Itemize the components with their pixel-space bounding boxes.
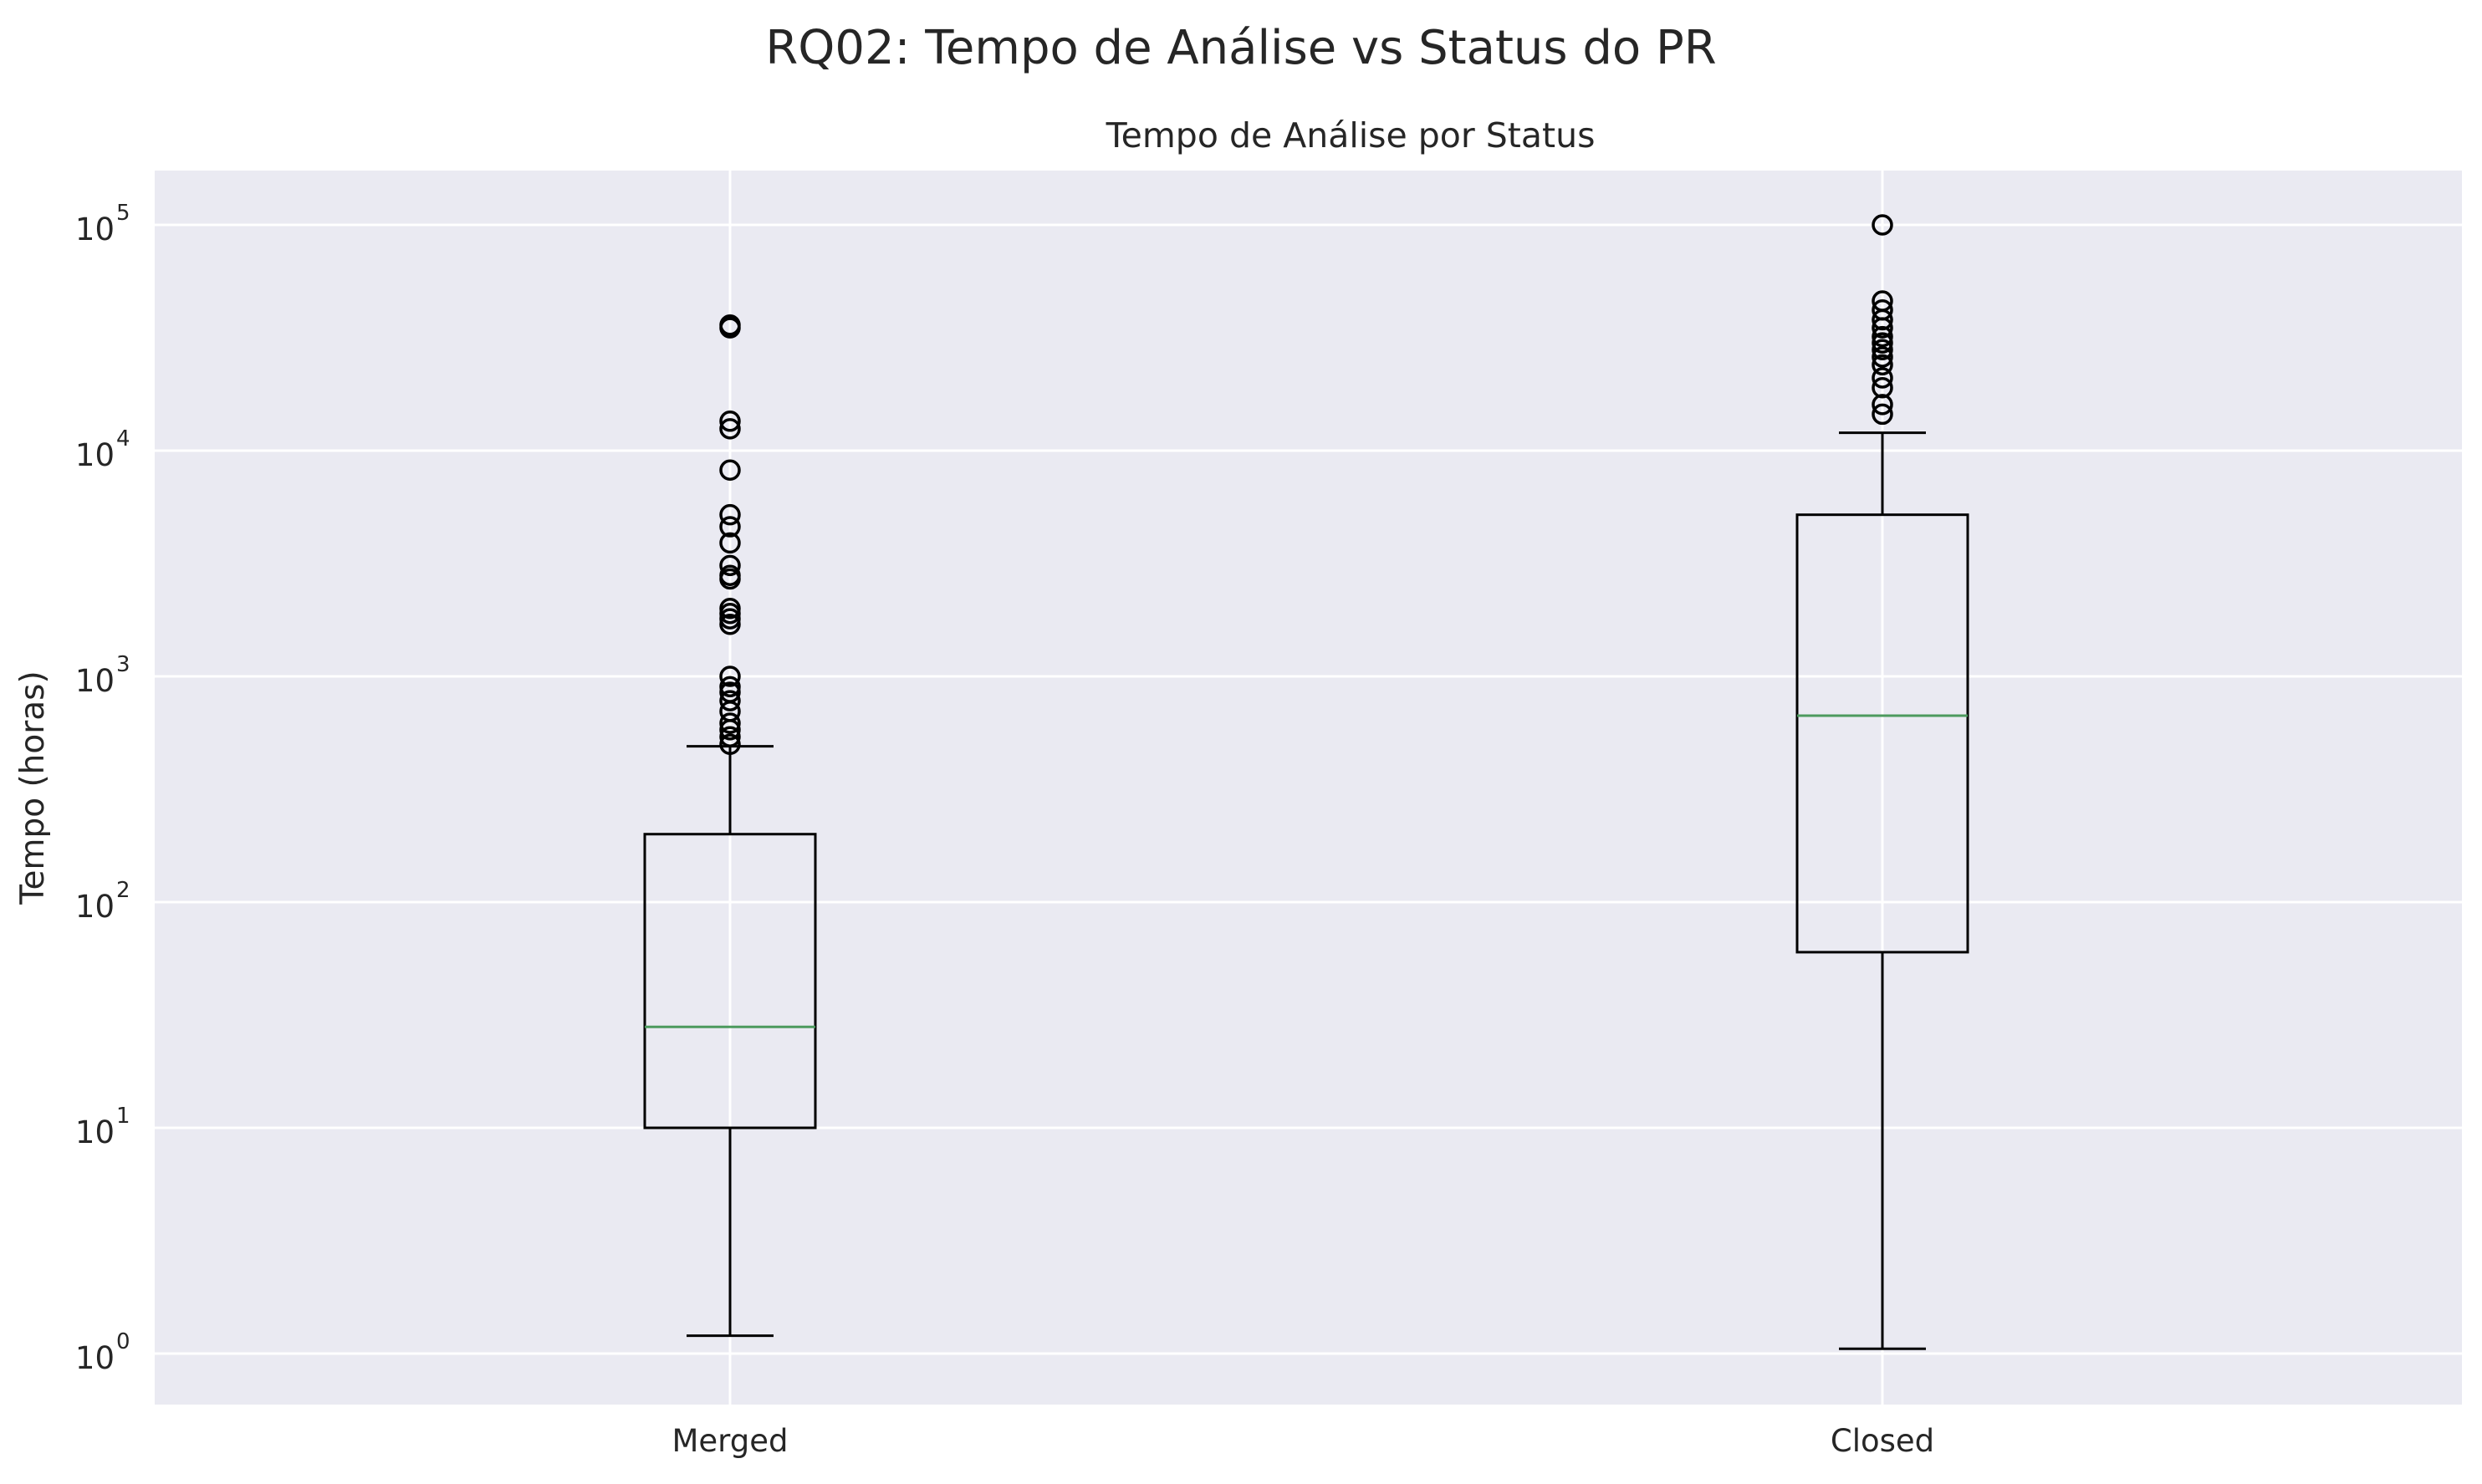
y-tick-exponent: 2 — [116, 878, 130, 903]
y-tick-label: 10 — [75, 212, 115, 247]
outlier-point — [719, 733, 741, 756]
y-tick-label: 10 — [75, 889, 115, 925]
outlier-point — [719, 532, 741, 554]
outlier-point — [719, 516, 741, 538]
y-tick-exponent: 5 — [116, 201, 130, 226]
outlier-point — [1872, 354, 1893, 376]
outlier-point — [1872, 346, 1893, 368]
box-group-closed — [1795, 214, 1969, 1350]
outlier-point — [1872, 317, 1893, 339]
outlier-point — [1872, 214, 1893, 236]
iqr-box — [643, 833, 817, 1130]
chart-title: Tempo de Análise por Status — [1106, 115, 1596, 156]
outlier-point — [719, 608, 741, 630]
y-tick-exponent: 1 — [116, 1104, 130, 1129]
x-axis: Merged Closed — [672, 1423, 1935, 1459]
x-tick-label: Closed — [1831, 1423, 1934, 1459]
outlier-point — [719, 614, 741, 635]
box-plots — [643, 214, 1969, 1350]
y-tick-label: 10 — [75, 1340, 115, 1376]
outlier-point — [719, 411, 741, 432]
y-tick-label: 10 — [75, 663, 115, 699]
outlier-point — [719, 554, 741, 577]
outlier-point — [719, 719, 741, 741]
figure-suptitle: RQ02: Tempo de Análise vs Status do PR — [765, 21, 1716, 75]
outlier-point — [1872, 309, 1893, 331]
y-tick-exponent: 4 — [116, 426, 130, 451]
iqr-box — [1795, 513, 1969, 954]
y-axis-label: Tempo (horas) — [14, 671, 52, 905]
box-group-merged — [643, 314, 817, 1338]
y-tick-exponent: 0 — [116, 1329, 130, 1354]
outlier-point — [1872, 376, 1893, 399]
y-tick-label: 10 — [75, 437, 115, 473]
outlier-point — [719, 666, 741, 687]
outlier-point — [1872, 403, 1893, 426]
outlier-point — [719, 459, 741, 482]
outlier-point — [719, 568, 741, 590]
outlier-point — [719, 317, 741, 339]
outlier-point — [719, 418, 741, 440]
plot-area — [155, 171, 2462, 1405]
outlier-point — [719, 690, 741, 711]
outlier-point — [719, 503, 741, 526]
y-tick-exponent: 3 — [116, 652, 130, 677]
outlier-point — [719, 726, 741, 748]
outlier-point — [719, 676, 741, 698]
outlier-point — [1872, 367, 1893, 389]
x-tick-label: Merged — [672, 1423, 789, 1459]
y-tick-label: 10 — [75, 1114, 115, 1150]
outlier-point — [1872, 339, 1893, 361]
grid-lines — [155, 171, 2462, 1405]
outlier-point — [1872, 332, 1893, 354]
outlier-point — [1872, 325, 1893, 348]
outlier-point — [719, 712, 741, 734]
outlier-point — [1872, 394, 1893, 416]
